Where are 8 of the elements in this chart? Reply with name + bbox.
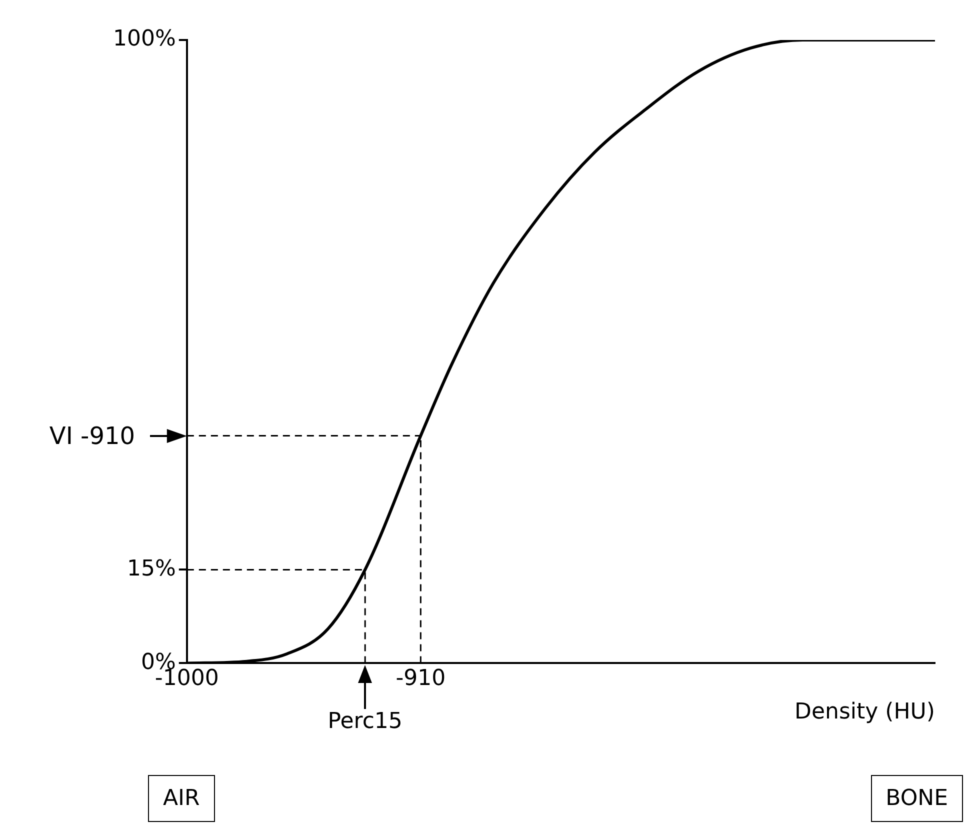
ref-line-label: VI -910 (48, 422, 135, 450)
text: AIR (148, 775, 215, 822)
text: BONE (870, 775, 963, 822)
x-tick-label: -910 (396, 666, 446, 692)
ref-line-label: Perc15 (326, 709, 404, 734)
x-axis-title: Density (HU) (794, 700, 935, 725)
y-tick-label: 100% (112, 26, 176, 52)
y-tick-label: 15% (126, 556, 176, 582)
